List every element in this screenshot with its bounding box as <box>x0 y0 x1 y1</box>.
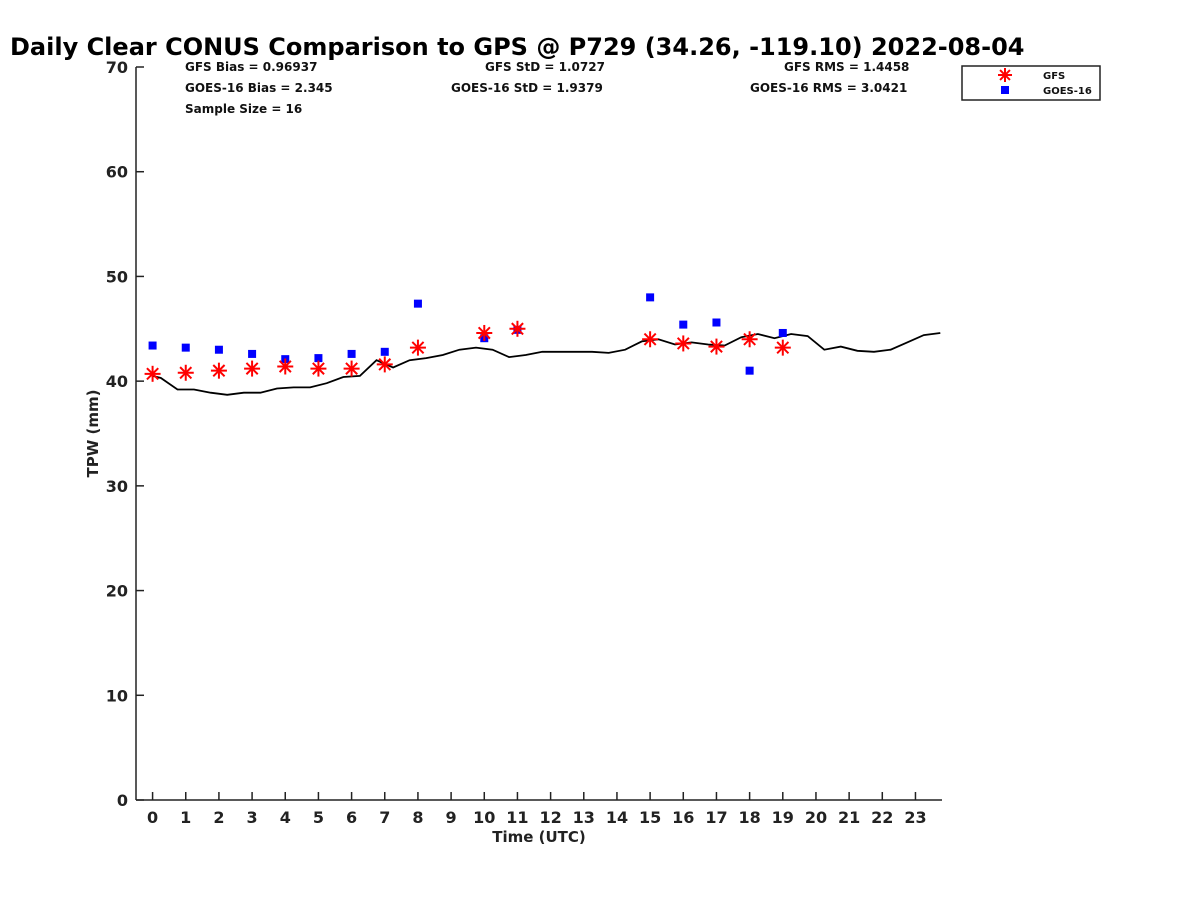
x-tick-label: 4 <box>280 808 291 827</box>
x-tick-label: 19 <box>772 808 794 827</box>
gfs-point <box>343 360 360 377</box>
x-tick-label: 6 <box>346 808 357 827</box>
y-tick-label: 70 <box>106 58 128 77</box>
chart-title: Daily Clear CONUS Comparison to GPS @ P7… <box>10 33 1024 61</box>
gfs-std-stat: GFS StD = 1.0727 <box>485 60 605 74</box>
y-axis-label: TPW (mm) <box>84 390 102 478</box>
x-tick-label: 0 <box>147 808 158 827</box>
gfs-bias-stat: GFS Bias = 0.96937 <box>185 60 317 74</box>
x-tick-label: 11 <box>506 808 528 827</box>
x-tick-label: 22 <box>871 808 893 827</box>
x-axis-label: Time (UTC) <box>492 828 586 846</box>
y-tick-label: 0 <box>117 791 128 810</box>
x-tick-label: 16 <box>672 808 694 827</box>
x-tick-label: 23 <box>904 808 926 827</box>
goes-16-point <box>679 320 688 329</box>
x-tick-label: 14 <box>606 808 628 827</box>
goes-16-point <box>745 366 754 375</box>
goes-16-point <box>314 354 323 363</box>
sample-size-stat: Sample Size = 16 <box>185 102 302 116</box>
gps-line-layer <box>152 332 941 396</box>
gfs-rms-stat: GFS RMS = 1.4458 <box>784 60 909 74</box>
goes-16-point <box>248 349 257 358</box>
y-tick-label: 40 <box>106 372 128 391</box>
goes-16-point <box>148 341 157 350</box>
gfs-point <box>409 339 426 356</box>
stats-block: GFS Bias = 0.96937 GOES-16 Bias = 2.345 … <box>185 60 909 116</box>
goes-16-point <box>712 318 721 327</box>
gfs-point <box>310 360 327 377</box>
legend-gfs-asterisk <box>998 68 1012 82</box>
x-tick-label: 17 <box>705 808 727 827</box>
gps-series-line <box>152 332 941 396</box>
legend: GFS GOES-16 <box>961 65 1101 101</box>
gfs-point <box>277 358 294 375</box>
gfs-point <box>774 339 791 356</box>
y-tick-label: 10 <box>106 686 128 705</box>
x-tick-label: 1 <box>180 808 191 827</box>
x-tick-label: 10 <box>473 808 495 827</box>
x-tick-label: 5 <box>313 808 324 827</box>
legend-gfs-marker <box>998 68 1012 82</box>
y-tick-label: 30 <box>106 477 128 496</box>
goes-16-point <box>778 328 787 337</box>
x-tick-label: 15 <box>639 808 661 827</box>
x-tick-label: 21 <box>838 808 860 827</box>
goes-16-point <box>181 343 190 352</box>
goes-16-point <box>347 349 356 358</box>
goes-16-point <box>380 347 389 356</box>
gfs-point <box>675 335 692 352</box>
x-tick-label: 18 <box>738 808 760 827</box>
gfs-point <box>177 364 194 381</box>
gfs-point <box>642 331 659 348</box>
x-tick-label: 20 <box>805 808 827 827</box>
legend-box <box>961 65 1101 101</box>
x-tick-label: 2 <box>213 808 224 827</box>
gfs-point <box>376 356 393 373</box>
x-tick-label: 3 <box>247 808 258 827</box>
x-tick-label: 13 <box>573 808 595 827</box>
gfs-point <box>476 324 493 341</box>
gfs-point <box>741 331 758 348</box>
legend-gfs-label: GFS <box>1043 71 1065 82</box>
y-tick-label: 60 <box>106 163 128 182</box>
x-tick-label: 9 <box>446 808 457 827</box>
gfs-point <box>144 365 161 382</box>
x-tick-label: 7 <box>379 808 390 827</box>
legend-goes-square <box>1001 86 1009 94</box>
goes-16-point <box>413 299 422 308</box>
y-tick-label: 20 <box>106 582 128 601</box>
gfs-point <box>210 362 227 379</box>
x-tick-label: 12 <box>539 808 561 827</box>
gfs-point <box>244 360 261 377</box>
goes-bias-stat: GOES-16 Bias = 2.345 <box>185 81 333 95</box>
gfs-point <box>509 320 526 337</box>
y-tick-label: 50 <box>106 267 128 286</box>
goes-16-point <box>646 293 655 302</box>
legend-goes-marker <box>1001 86 1009 94</box>
goes-std-stat: GOES-16 StD = 1.9379 <box>451 81 603 95</box>
marker-layer <box>144 293 791 382</box>
goes-rms-stat: GOES-16 RMS = 3.0421 <box>750 81 907 95</box>
goes-16-point <box>214 345 223 354</box>
x-tick-label: 8 <box>412 808 423 827</box>
gfs-point <box>708 338 725 355</box>
legend-goes-label: GOES-16 <box>1043 86 1092 97</box>
